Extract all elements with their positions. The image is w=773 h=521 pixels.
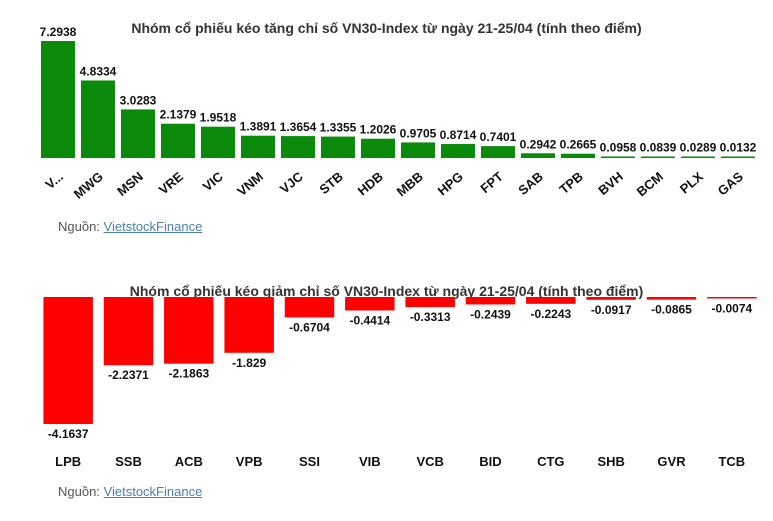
bar-bvh xyxy=(601,156,635,158)
bar-ctg xyxy=(526,297,576,304)
losers-bar-chart: -4.1637 LPB -2.2371 SSB -2.1863 ACB -1.829 VPB -… xyxy=(43,297,757,469)
data-label: 1.3654 xyxy=(280,120,317,134)
bar-v xyxy=(41,41,75,158)
data-label: -0.3313 xyxy=(410,310,451,324)
data-label: 4.8334 xyxy=(80,64,117,78)
category-label: SHB xyxy=(597,454,624,469)
data-label: 0.8714 xyxy=(440,128,477,142)
source-note-losers: Nguồn: VietstockFinance xyxy=(58,484,202,499)
data-label: 0.0289 xyxy=(680,141,717,155)
data-label: -0.0917 xyxy=(591,303,632,317)
source-label: Nguồn: xyxy=(58,219,104,234)
source-label: Nguồn: xyxy=(58,484,104,499)
bar-fpt xyxy=(481,146,515,158)
data-label: 0.2942 xyxy=(520,137,557,151)
category-label: SSB xyxy=(115,454,142,469)
category-label: LPB xyxy=(55,454,81,469)
data-label: 0.2665 xyxy=(560,138,597,152)
category-label: CTG xyxy=(537,454,564,469)
source-link[interactable]: VietstockFinance xyxy=(103,484,203,499)
bar-msn xyxy=(121,109,155,158)
bar-plx xyxy=(681,156,715,158)
chart-title-gainers: Nhóm cổ phiếu kéo tăng chỉ số VN30-Index… xyxy=(131,20,642,36)
bar-ssi xyxy=(284,297,335,318)
data-label: 1.9518 xyxy=(200,111,237,125)
data-label: 3.0283 xyxy=(120,93,157,107)
category-label: VCB xyxy=(416,454,443,469)
data-label: -1.829 xyxy=(232,356,266,370)
bar-vib xyxy=(345,297,395,311)
data-label: 0.0132 xyxy=(720,141,757,155)
data-label: -0.0074 xyxy=(711,302,752,316)
bar-lpb xyxy=(43,297,93,424)
data-label: -0.4414 xyxy=(349,313,390,327)
bar-vjc xyxy=(281,136,315,158)
data-label: -2.2371 xyxy=(108,368,149,382)
data-label: 0.0958 xyxy=(600,140,637,154)
bar-acb xyxy=(164,297,214,364)
bar-stb xyxy=(321,136,355,158)
data-label: 0.7401 xyxy=(480,130,517,144)
bar-mbb xyxy=(401,142,435,158)
data-label: -0.2439 xyxy=(470,307,511,321)
bar-bid xyxy=(465,297,516,305)
category-label: SSI xyxy=(299,454,320,469)
bar-sab xyxy=(521,153,555,158)
bar-bcm xyxy=(641,156,675,158)
category-label: VIB xyxy=(359,454,381,469)
chart-title-losers: Nhóm cổ phiếu kéo giảm chỉ số VN30-Index… xyxy=(129,283,644,299)
bar-vcb xyxy=(405,297,455,308)
data-label: -2.1863 xyxy=(168,367,209,381)
bar-vic xyxy=(201,126,235,158)
data-label: 7.2938 xyxy=(40,25,77,39)
gainers-bar-chart: 7.2938V...4.8334MWG3.0283MSN2.1379VRE1.9… xyxy=(40,25,757,202)
category-label: ACB xyxy=(175,454,203,469)
data-label: -0.6704 xyxy=(289,320,330,334)
source-note-gainers: Nguồn: VietstockFinance xyxy=(58,219,202,234)
category-label: BID xyxy=(479,454,501,469)
data-label: 1.2026 xyxy=(360,123,397,137)
bar-shb xyxy=(586,297,636,300)
bar-ssb xyxy=(103,297,154,366)
bar-gas xyxy=(721,156,755,158)
bar-tcb xyxy=(707,297,757,299)
bar-gvr xyxy=(646,297,697,300)
bar-vre xyxy=(161,123,195,158)
data-label: -0.0865 xyxy=(651,303,692,317)
data-label: 0.0839 xyxy=(640,141,677,155)
bar-vpb xyxy=(224,297,274,353)
data-label: 1.3891 xyxy=(240,120,277,134)
category-label: GVR xyxy=(657,454,686,469)
data-label: 2.1379 xyxy=(160,108,197,122)
bar-hdb xyxy=(361,138,395,158)
data-label: 1.3355 xyxy=(320,121,357,135)
bar-tpb xyxy=(561,153,595,158)
bar-mwg xyxy=(81,80,115,158)
data-label: -0.2243 xyxy=(530,307,571,321)
category-label: TCB xyxy=(718,454,745,469)
data-label: -4.1637 xyxy=(48,427,89,441)
bar-hpg xyxy=(441,144,475,158)
bar-vnm xyxy=(241,135,275,158)
source-link[interactable]: VietstockFinance xyxy=(103,219,203,234)
category-label: VPB xyxy=(236,454,263,469)
data-label: 0.9705 xyxy=(400,126,437,140)
